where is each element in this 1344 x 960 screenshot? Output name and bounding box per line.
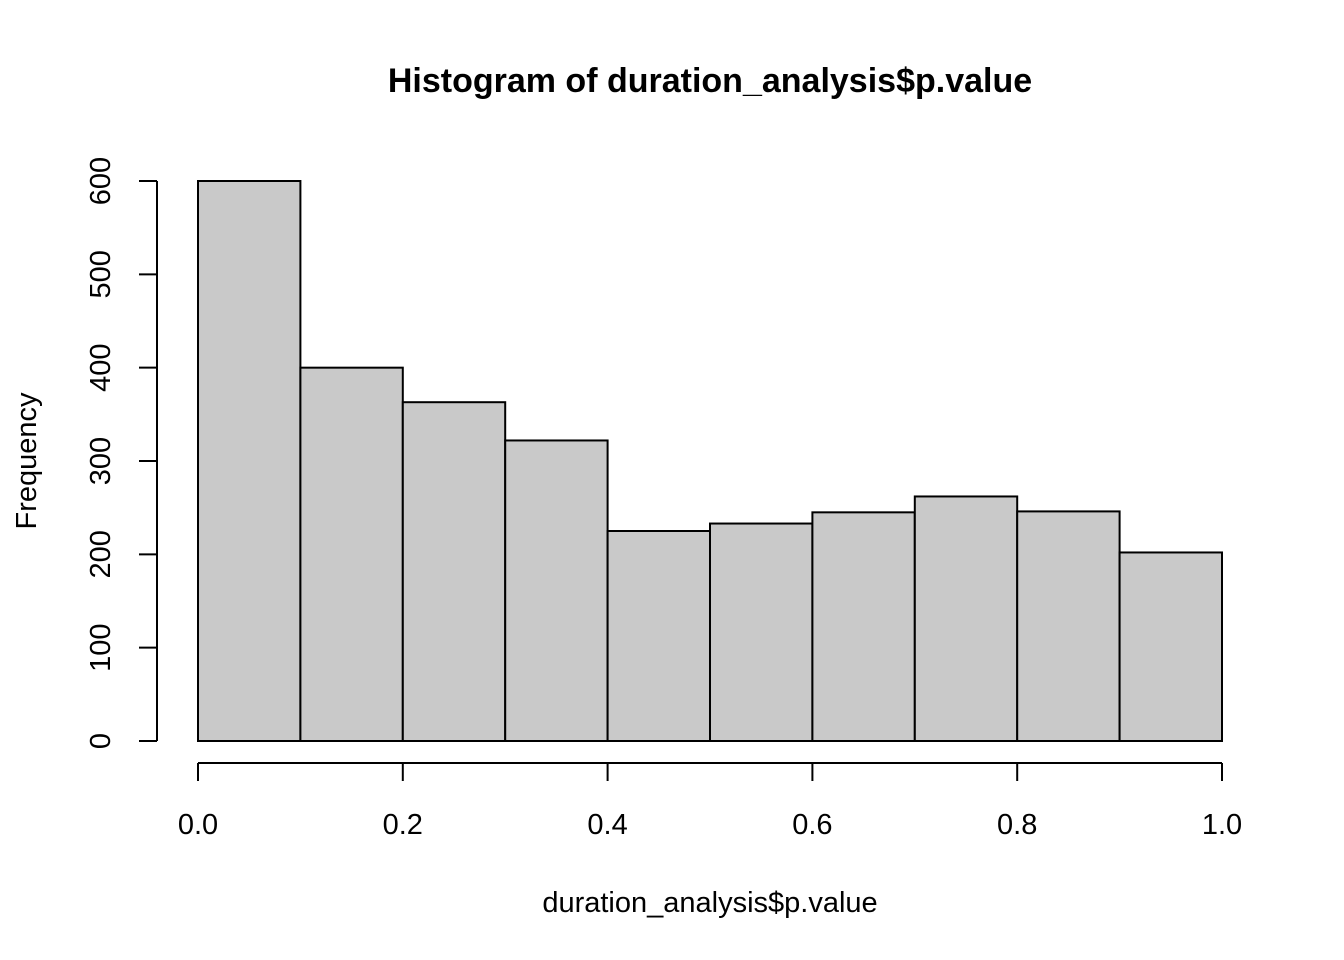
y-tick-label: 600 — [85, 157, 117, 205]
x-axis: 0.0 0.2 0.4 0.6 0.8 1.0 — [178, 762, 1242, 841]
histogram-bar — [299, 366, 404, 742]
histogram-bar — [811, 511, 916, 742]
y-tick-label: 300 — [85, 437, 117, 485]
x-tick-label: 0.0 — [178, 809, 218, 841]
x-tick-label: 0.6 — [792, 809, 832, 841]
x-tick-label: 1.0 — [1202, 809, 1242, 841]
x-tick-label: 0.4 — [587, 809, 627, 841]
histogram-bar — [913, 495, 1019, 743]
histogram-bar — [197, 180, 302, 742]
y-tick-label: 500 — [85, 250, 117, 298]
histogram-bar — [606, 530, 711, 742]
y-tick-label: 200 — [85, 530, 117, 578]
y-tick-label: 100 — [85, 623, 117, 671]
histogram-bar — [504, 439, 609, 742]
y-axis: 0 100 200 300 400 500 600 — [85, 157, 158, 749]
y-tick-label: 0 — [85, 733, 117, 749]
x-axis-label: duration_analysis$p.value — [542, 887, 877, 919]
histogram-bar — [1016, 510, 1121, 742]
y-tick-label: 400 — [85, 343, 117, 391]
histogram-bar — [709, 522, 814, 742]
bars-group — [197, 180, 1223, 743]
y-axis-label: Frequency — [11, 392, 43, 530]
chart-title: Histogram of duration_analysis$p.value — [388, 62, 1032, 100]
x-tick-label: 0.8 — [997, 809, 1037, 841]
x-tick-label: 0.2 — [383, 809, 423, 841]
histogram-bar — [401, 401, 507, 742]
histogram-bar — [1118, 551, 1223, 743]
